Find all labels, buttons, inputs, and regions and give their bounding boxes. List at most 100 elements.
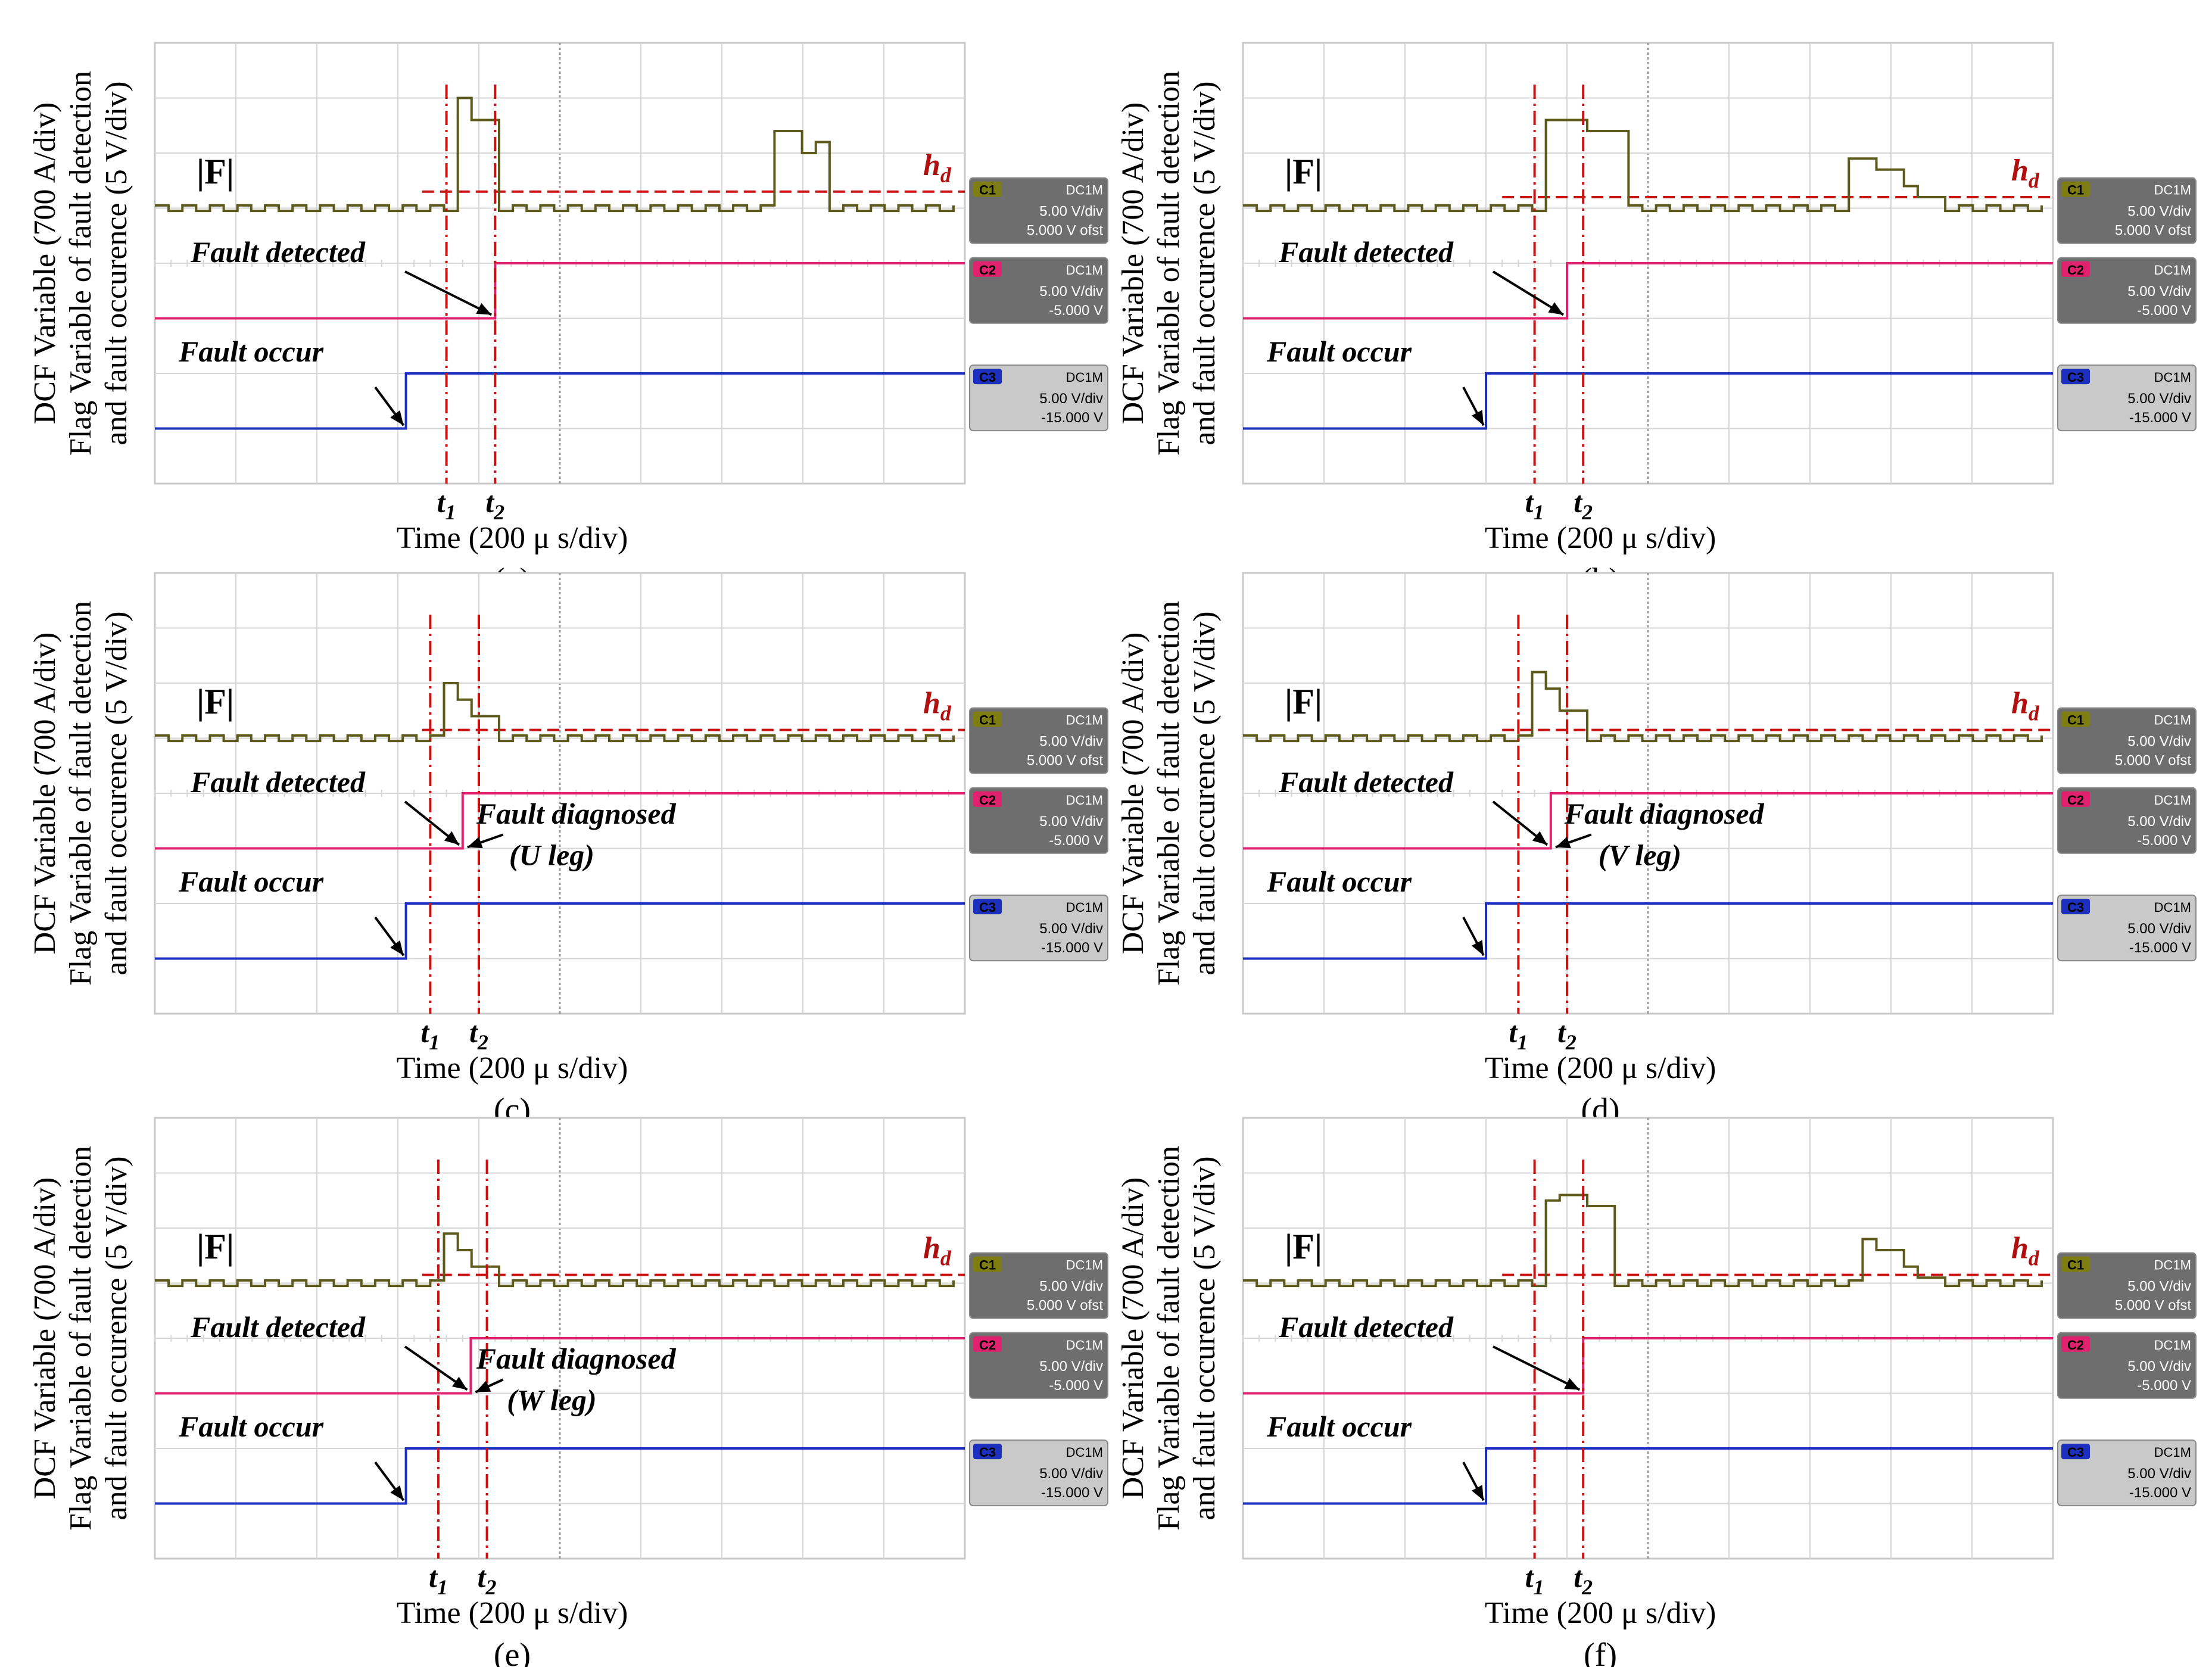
fault-diagnosed-arrow [467, 833, 504, 849]
arrow-shaft [1493, 1345, 1581, 1391]
fault-occur-label: Fault occur [178, 1410, 324, 1443]
badge-tag-label: C2 [2067, 263, 2084, 278]
badge-coupling: DC1M [2154, 713, 2191, 728]
trace-fault-occur [155, 372, 965, 430]
x-axis-label: Time (200 μ s/div) [397, 521, 628, 555]
badge-box [969, 707, 1108, 774]
y-axis-label-line2: Flag Variable of fault detection [64, 1146, 98, 1531]
threshold-label: hd [2011, 154, 2040, 192]
badge-scale: 5.00 V/div [2127, 391, 2191, 407]
fault-occur-arrow [1462, 917, 1485, 956]
y-axis-label-line2: Flag Variable of fault detection [1152, 1146, 1186, 1531]
badge-offset: 5.000 V ofst [2115, 223, 2191, 239]
threshold-label: hd [2011, 1232, 2040, 1270]
badge-box [2057, 1332, 2197, 1399]
badge-tag [973, 1336, 1002, 1352]
badge-tag-label: C2 [979, 1338, 996, 1353]
badge-coupling: DC1M [1066, 713, 1103, 728]
badge-scale: 5.00 V/div [1039, 1279, 1103, 1295]
badge-scale: 5.00 V/div [2127, 283, 2191, 300]
fault-detected-arrow [1492, 270, 1565, 316]
channel-badge-c1: C1 DC1M 5.00 V/div 5.000 V ofst [969, 707, 1108, 774]
channel-badge-c3: C3 DC1M 5.00 V/div -15.000 V [2057, 1439, 2197, 1507]
badge-offset: -5.000 V [2137, 833, 2191, 849]
badge-box [2057, 364, 2197, 432]
y-axis-label-line3: and fault occurence (5 V/div) [99, 81, 133, 445]
badge-offset: -15.000 V [1041, 940, 1103, 956]
badge-box [969, 177, 1108, 244]
badge-tag-label: C1 [979, 1258, 996, 1273]
badge-tag-label: C2 [979, 263, 996, 278]
badge-offset: 5.000 V ofst [1027, 753, 1103, 769]
badge-tag-label: C3 [979, 1445, 996, 1460]
label-t2: t2 [485, 485, 504, 524]
badge-tag-label: C1 [2067, 1258, 2084, 1273]
fault-diagnosed-label: Fault diagnosed [476, 1342, 677, 1375]
y-axis-label-line2: Flag Variable of fault detection [1152, 71, 1186, 456]
y-axis-label-line1: DCF Variable (700 A/div) [1116, 102, 1150, 425]
trace-fault-detected [1243, 262, 2053, 320]
badge-tag [973, 181, 1002, 197]
badge-coupling: DC1M [2154, 900, 2191, 915]
diagnosed-leg-label: (V leg) [1599, 838, 1681, 871]
fault-detected-label: Fault detected [190, 235, 366, 269]
label-t2: t2 [469, 1015, 488, 1054]
badge-tag-label: C2 [2067, 793, 2084, 808]
arrow-head [1471, 410, 1484, 426]
badge-box [2057, 1439, 2197, 1507]
badge-coupling: DC1M [1066, 1445, 1103, 1460]
trace-f-magnitude [155, 96, 955, 213]
fault-detected-label: Fault detected [190, 1310, 366, 1344]
arrow-head [1471, 940, 1484, 956]
y-axis-label-line1: DCF Variable (700 A/div) [28, 102, 62, 425]
fault-diagnosed-label: Fault diagnosed [476, 797, 677, 830]
badge-box [969, 257, 1108, 324]
arrow-head [467, 836, 483, 849]
badge-offset: -15.000 V [2129, 410, 2191, 426]
panel-caption: (f) [1584, 1637, 1617, 1667]
channel-badge-c1: C1 DC1M 5.00 V/div 5.000 V ofst [2057, 177, 2197, 244]
f-magnitude-label: |F| [1285, 1227, 1322, 1266]
badge-tag [973, 1444, 1002, 1460]
channel-badge-c2: C2 DC1M 5.00 V/div -5.000 V [2057, 257, 2197, 324]
badge-scale: 5.00 V/div [1039, 1466, 1103, 1482]
badge-scale: 5.00 V/div [2127, 1358, 2191, 1375]
badge-tag-label: C3 [2067, 370, 2084, 385]
badge-scale: 5.00 V/div [2127, 1466, 2191, 1482]
badge-tag [973, 261, 1002, 277]
badge-tag [973, 899, 1002, 915]
channel-badge-c1: C1 DC1M 5.00 V/div 5.000 V ofst [2057, 707, 2197, 774]
channel-badge-c2: C2 DC1M 5.00 V/div -5.000 V [2057, 1332, 2197, 1399]
threshold-label: hd [923, 1232, 952, 1270]
badge-box [2057, 1252, 2197, 1319]
badge-coupling: DC1M [2154, 793, 2191, 808]
channel-badge-c3: C3 DC1M 5.00 V/div -15.000 V [2057, 364, 2197, 432]
fault-occur-label: Fault occur [1266, 865, 1412, 898]
trace-fault-occur [1243, 902, 2053, 960]
badge-scale: 5.00 V/div [1039, 814, 1103, 830]
trace-fault-occur [1243, 372, 2053, 430]
trace-fault-detected [1243, 792, 2053, 850]
arrow-head [451, 1376, 468, 1390]
badge-tag [973, 369, 1002, 385]
badge-scale: 5.00 V/div [1039, 204, 1103, 220]
badge-tag [973, 791, 1002, 807]
fault-occur-arrow [374, 916, 405, 956]
label-t2: t2 [478, 1560, 497, 1599]
trace-f-magnitude [1243, 671, 2043, 743]
trace-f-magnitude [1243, 119, 2043, 213]
badge-tag-label: C1 [2067, 183, 2084, 198]
y-axis-label-line1: DCF Variable (700 A/div) [28, 1177, 62, 1500]
f-magnitude-label: |F| [197, 1227, 234, 1266]
arrow-head [390, 940, 404, 956]
fault-detected-arrow [404, 270, 493, 316]
arrow-head [1471, 1485, 1484, 1501]
badge-tag [973, 711, 1002, 727]
badge-coupling: DC1M [1066, 793, 1103, 808]
badge-offset: -5.000 V [1049, 1378, 1103, 1394]
arrow-head [1548, 302, 1563, 315]
badge-tag [2061, 899, 2090, 915]
channel-badge-c3: C3 DC1M 5.00 V/div -15.000 V [969, 364, 1108, 432]
badge-offset: -15.000 V [2129, 1485, 2191, 1501]
